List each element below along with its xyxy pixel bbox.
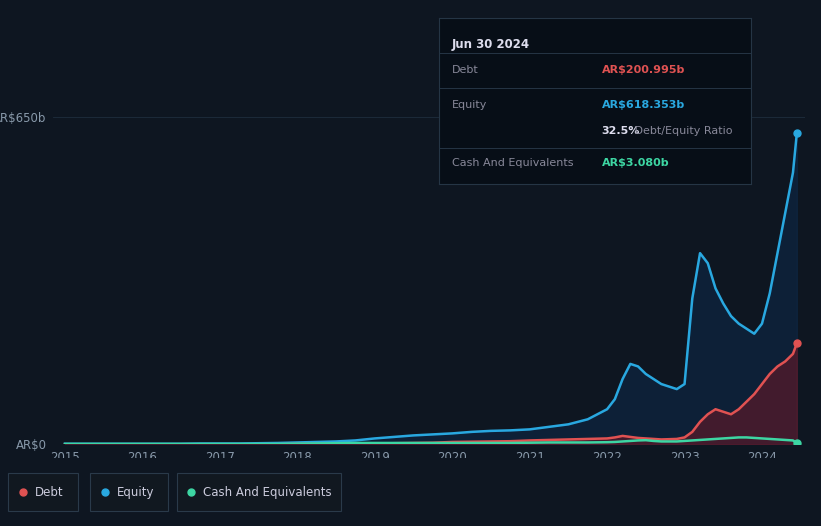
Text: AR$618.353b: AR$618.353b	[602, 99, 685, 109]
Text: Jun 30 2024: Jun 30 2024	[452, 38, 530, 52]
Text: Debt/Equity Ratio: Debt/Equity Ratio	[631, 126, 732, 136]
Text: Cash And Equivalents: Cash And Equivalents	[452, 158, 573, 168]
FancyBboxPatch shape	[8, 473, 78, 511]
Text: AR$3.080b: AR$3.080b	[602, 158, 669, 168]
Text: Equity: Equity	[117, 485, 154, 499]
Text: Debt: Debt	[452, 65, 479, 75]
Text: Cash And Equivalents: Cash And Equivalents	[203, 485, 332, 499]
Text: Debt: Debt	[34, 485, 63, 499]
FancyBboxPatch shape	[90, 473, 168, 511]
Text: Equity: Equity	[452, 99, 487, 109]
FancyBboxPatch shape	[177, 473, 341, 511]
Text: 32.5%: 32.5%	[602, 126, 640, 136]
Text: AR$200.995b: AR$200.995b	[602, 65, 685, 75]
